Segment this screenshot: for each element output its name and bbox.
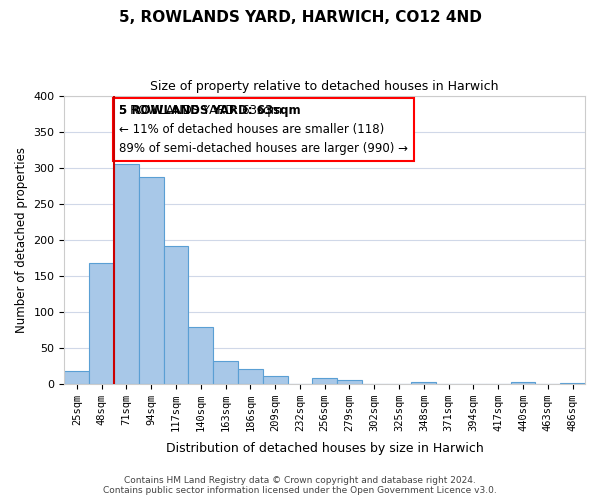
Text: 5 ROWLANDS YARD: 63sqm: 5 ROWLANDS YARD: 63sqm (119, 104, 301, 117)
Bar (139, 177, 164, 384)
Text: 5 ROWLANDS YARD: 63sqm
← 11% of detached houses are smaller (118)
89% of semi-de: 5 ROWLANDS YARD: 63sqm ← 11% of detached… (119, 104, 408, 155)
Bar (238, 370, 263, 384)
X-axis label: Distribution of detached houses by size in Harwich: Distribution of detached houses by size … (166, 442, 484, 455)
Bar (511, 382, 535, 384)
Bar (188, 327, 213, 384)
Bar (412, 382, 436, 384)
Bar (313, 378, 337, 384)
Bar (164, 246, 188, 384)
Bar (560, 383, 585, 384)
Bar (263, 376, 287, 384)
Text: 5, ROWLANDS YARD, HARWICH, CO12 4ND: 5, ROWLANDS YARD, HARWICH, CO12 4ND (119, 10, 481, 25)
Bar (89, 262, 114, 384)
Text: Contains HM Land Registry data © Crown copyright and database right 2024.
Contai: Contains HM Land Registry data © Crown c… (103, 476, 497, 495)
Y-axis label: Number of detached properties: Number of detached properties (15, 146, 28, 332)
Bar (114, 164, 139, 384)
Bar (337, 380, 362, 384)
Bar (213, 360, 238, 384)
Bar (64, 372, 89, 384)
Title: Size of property relative to detached houses in Harwich: Size of property relative to detached ho… (151, 80, 499, 93)
